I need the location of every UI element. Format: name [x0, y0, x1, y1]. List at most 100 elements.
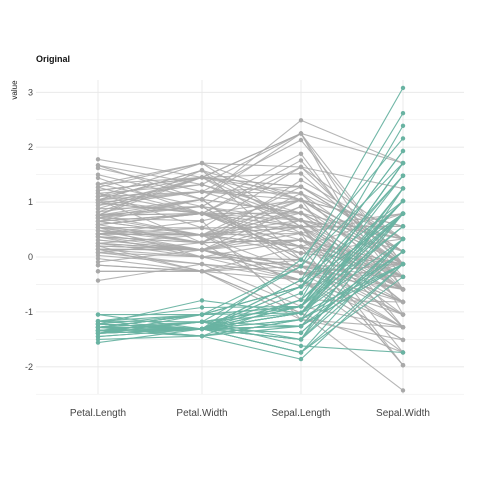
series-other-point — [400, 312, 406, 317]
series-other-point — [298, 270, 304, 276]
series-highlight-point — [298, 257, 304, 262]
series-highlight-point — [400, 148, 406, 154]
series-other-point — [95, 206, 101, 211]
series-highlight-point — [298, 324, 304, 329]
series-other-point — [95, 194, 101, 199]
series-other-point — [95, 181, 101, 187]
series-other-point — [298, 184, 304, 189]
series-highlight-point — [400, 111, 406, 116]
series-highlight-point — [298, 330, 304, 335]
series-other-point — [298, 131, 304, 136]
series-other-line — [97, 132, 404, 290]
y-tick-label: -2 — [25, 362, 33, 372]
y-tick-labels: -2 -1 0 1 2 3 — [25, 87, 33, 372]
series-other-point — [95, 213, 101, 218]
series-highlight-line — [97, 188, 404, 337]
series-highlight-point — [199, 319, 205, 324]
series-other-point — [199, 197, 205, 202]
series-other-point — [298, 164, 304, 170]
series-other-point — [298, 218, 304, 223]
x-tick-label: Sepal.Length — [272, 408, 331, 419]
series-other-point — [298, 224, 304, 229]
x-tick-labels: Petal.Length Petal.Width Sepal.Length Sepal… — [70, 408, 430, 419]
series-other-line — [97, 191, 404, 265]
series-highlight-point — [298, 304, 304, 309]
series-other-point — [199, 269, 205, 274]
series-highlight-point — [298, 343, 304, 349]
series-other-point — [298, 171, 304, 176]
series-other-point — [95, 247, 101, 252]
series-other-line — [98, 270, 404, 354]
series-other-point — [400, 287, 406, 292]
series-other-line — [97, 220, 404, 328]
series-other-point — [199, 182, 205, 187]
series-highlight-point — [298, 317, 304, 322]
series-other-point — [199, 254, 205, 260]
series-highlight-point — [400, 198, 406, 204]
series-highlight-point — [95, 334, 101, 339]
y-axis-label: value — [10, 80, 19, 100]
series-other-line — [97, 119, 404, 200]
series-other-point — [298, 118, 304, 123]
series-other-point — [95, 278, 101, 283]
series-highlight-point — [298, 356, 304, 362]
series-other-point — [298, 237, 304, 243]
series-highlight-point — [298, 310, 304, 316]
series-other-point — [298, 177, 304, 183]
series-other-point — [199, 168, 205, 173]
series-highlight-line — [97, 213, 404, 328]
series-other-line — [97, 176, 404, 234]
series-other-line — [97, 213, 404, 265]
series-other-point — [95, 237, 101, 243]
series-highlight-point — [199, 333, 205, 339]
series-other-point — [199, 160, 205, 166]
series-other-point — [95, 263, 101, 268]
series-other-point — [298, 251, 304, 256]
series-highlight-point — [298, 284, 304, 289]
series-highlight-point — [298, 350, 304, 355]
series-other-point — [95, 163, 101, 168]
series-other-point — [199, 247, 205, 253]
series-other-line — [97, 213, 404, 265]
series-other-line — [97, 242, 404, 267]
series-highlight-point — [199, 305, 205, 310]
series-other-point — [199, 204, 205, 209]
series-other-point — [298, 151, 304, 156]
series-highlight-point — [400, 350, 406, 355]
series-highlight-line — [97, 225, 404, 332]
series-highlight-line — [97, 200, 404, 325]
series-other-point — [95, 222, 101, 227]
series-highlight-point — [400, 123, 406, 128]
series-highlight-line — [97, 263, 404, 360]
series-highlight-point — [400, 186, 406, 191]
series-other-point — [95, 157, 101, 162]
series-highlight-point — [298, 277, 304, 283]
chart-title: Original — [36, 54, 70, 64]
series-highlight-point — [400, 160, 406, 166]
series-highlight-point — [400, 274, 406, 279]
series-other-point — [400, 388, 406, 393]
series-other-point — [400, 363, 406, 368]
series-other-point — [95, 269, 101, 274]
series-highlight-point — [95, 312, 101, 317]
series-other-point — [298, 191, 304, 196]
series-other-point — [199, 189, 205, 194]
y-tick-label: 2 — [28, 142, 33, 152]
series-other-line — [97, 263, 404, 328]
series-other-point — [95, 172, 101, 177]
series-other-point — [199, 225, 205, 231]
series-highlight-point — [199, 312, 205, 317]
series-highlight-point — [95, 328, 101, 333]
series-other-point — [95, 256, 101, 261]
series-highlight-point — [400, 136, 406, 141]
series-highlight-point — [400, 173, 406, 178]
series-other-point — [95, 185, 101, 190]
series-other-point — [95, 203, 101, 208]
series-other-line — [97, 176, 404, 240]
series-other-point — [199, 240, 205, 245]
series-other-point — [95, 188, 101, 193]
series-other-point — [298, 158, 304, 163]
y-tick-label: -1 — [25, 307, 33, 317]
series-other-point — [298, 204, 304, 209]
y-tick-label: 1 — [28, 197, 33, 207]
